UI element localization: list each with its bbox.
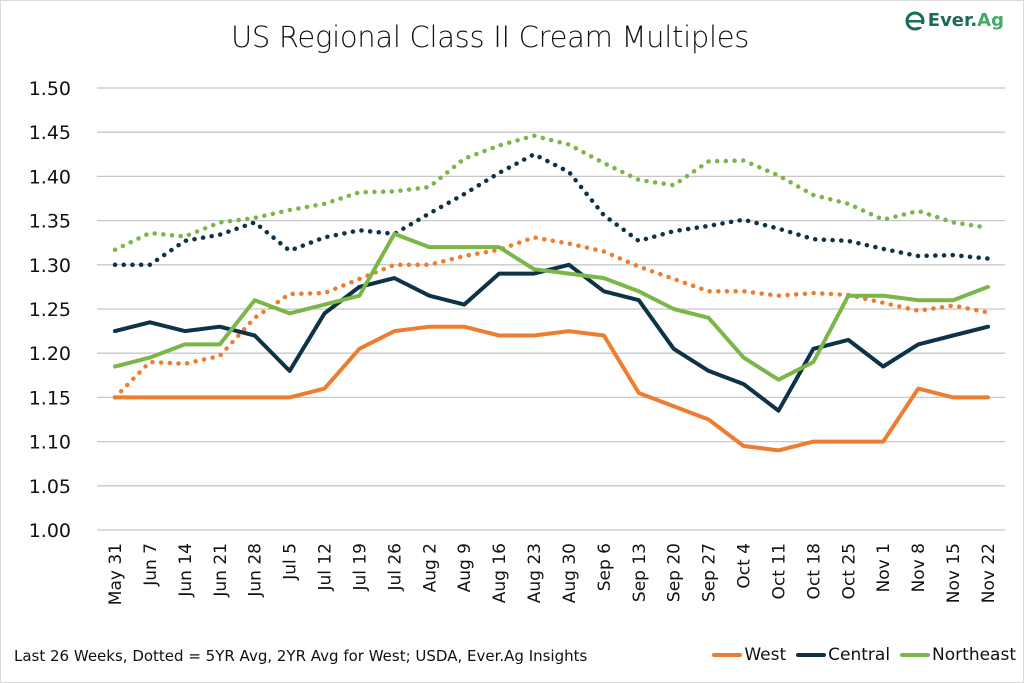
y-tick-label: 1.35: [29, 211, 71, 233]
x-tick-label: Jun 7: [141, 543, 161, 587]
legend-item-central: Central: [796, 645, 890, 665]
x-tick-label: Sep 20: [665, 543, 685, 602]
legend-label-central: Central: [828, 645, 891, 665]
series-line-west-avg: [112, 235, 991, 400]
x-tick-label: Oct 4: [735, 543, 755, 589]
legend-label-northeast: Northeast: [932, 645, 1016, 665]
chart-title: US Regional Class II Cream Multiples: [230, 20, 750, 54]
x-tick-label: Jun 21: [211, 543, 231, 598]
x-tick-label: Aug 9: [455, 543, 475, 592]
legend-label-west: West: [744, 645, 787, 665]
x-tick-label: Aug 16: [490, 543, 510, 603]
legend-swatch-west: [712, 653, 743, 657]
y-tick-label: 1.45: [29, 122, 71, 144]
series-line-central: [113, 262, 990, 413]
y-tick-label: 1.10: [29, 432, 71, 454]
series-line-west: [113, 324, 990, 453]
x-tick-label: Aug 23: [525, 543, 545, 603]
y-tick-label: 1.50: [29, 78, 71, 100]
x-tick-label: Nov 22: [979, 543, 999, 603]
x-tick-label: Jun 28: [246, 543, 266, 598]
series-line-central-avg: [112, 152, 991, 268]
x-tick-label: Jun 14: [176, 543, 196, 598]
x-tick-label: Sep 27: [700, 543, 720, 602]
legend-swatch-northeast: [900, 653, 931, 657]
ever-ag-logo: Ever. Ag: [905, 10, 1004, 31]
legend-swatch-central: [796, 653, 827, 657]
x-tick-label: Oct 25: [839, 543, 859, 599]
x-tick-label: Aug 30: [560, 543, 580, 603]
x-tick-label: Oct 18: [804, 543, 824, 599]
y-tick-label: 1.25: [29, 299, 71, 321]
y-tick-label: 1.15: [29, 387, 71, 409]
x-tick-label: Jul 12: [316, 543, 336, 592]
x-tick-label: Aug 2: [420, 543, 440, 592]
x-tick-label: Jul 5: [281, 543, 301, 581]
y-tick-label: 1.30: [29, 255, 71, 277]
chart-legend: West Central Northeast: [712, 645, 1016, 665]
y-tick-label: 1.40: [29, 166, 71, 188]
x-tick-label: Nov 8: [909, 543, 929, 592]
y-tick-label: 1.20: [29, 343, 71, 365]
chart-footnote: Last 26 Weeks, Dotted = 5YR Avg, 2YR Avg…: [14, 647, 588, 665]
legend-item-west: West: [712, 645, 786, 665]
logo-text-accent: Ag: [977, 10, 1004, 31]
series-line-northeast-avg: [112, 133, 991, 253]
x-tick-label: Nov 15: [944, 543, 964, 603]
series-line-northeast: [113, 231, 990, 382]
x-tick-label: Oct 11: [769, 543, 789, 599]
y-tick-label: 1.05: [29, 476, 71, 498]
y-tick-label: 1.00: [29, 520, 71, 542]
x-tick-label: May 31: [106, 543, 126, 605]
x-tick-label: Nov 1: [874, 543, 894, 592]
logo-text: Ever.: [927, 10, 978, 31]
x-tick-label: Jul 26: [385, 543, 405, 592]
x-tick-label: Sep 13: [630, 543, 650, 602]
x-tick-label: Sep 6: [595, 543, 615, 591]
legend-item-northeast: Northeast: [900, 645, 1016, 665]
ever-ag-logo-icon: [905, 11, 925, 30]
x-tick-label: Jul 19: [350, 543, 370, 592]
